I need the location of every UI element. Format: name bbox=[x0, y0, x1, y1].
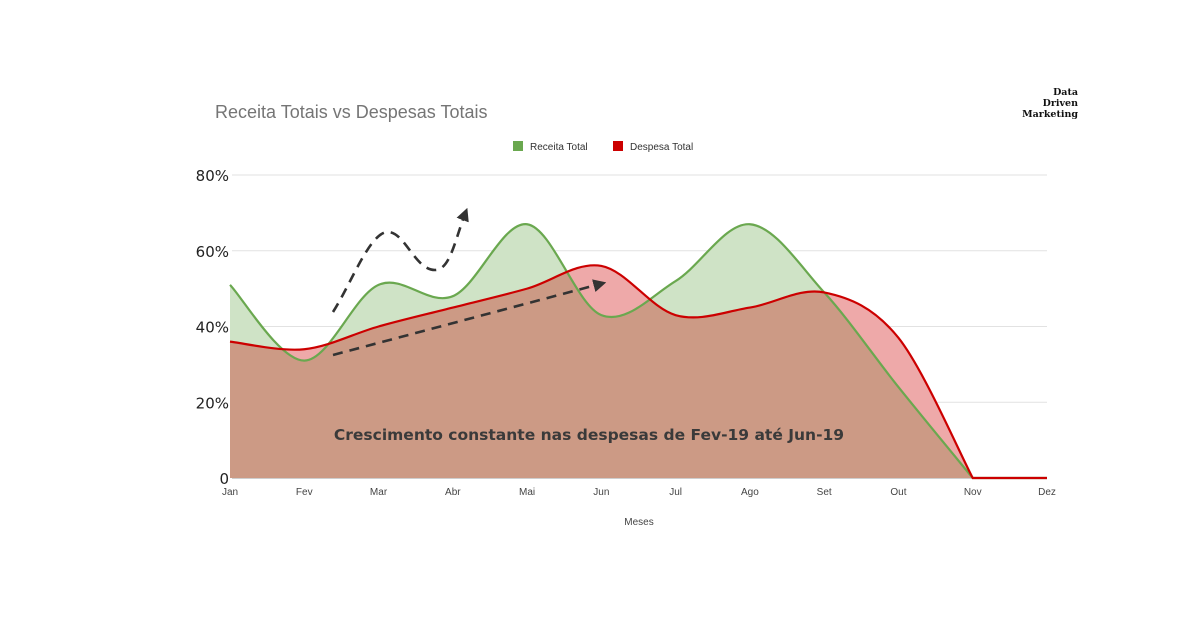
y-tick-label: 20% bbox=[196, 394, 229, 412]
despesa-line bbox=[229, 264, 1047, 480]
straight-trend-arrow bbox=[332, 279, 607, 357]
x-tick-label: Jul bbox=[669, 487, 682, 498]
y-tick-label: 60% bbox=[196, 243, 229, 261]
chart-title: Receita Totais vs Despesas Totais bbox=[215, 102, 488, 122]
x-tick-label: Set bbox=[817, 487, 832, 498]
legend-swatch bbox=[613, 141, 623, 151]
x-tick-label: Jan bbox=[222, 487, 238, 498]
y-tick-label: 0 bbox=[219, 470, 229, 488]
y-tick-label: 80% bbox=[196, 167, 229, 185]
x-tick-label: Out bbox=[890, 487, 906, 498]
x-tick-label: Mar bbox=[370, 487, 388, 498]
x-axis-title: Meses bbox=[624, 517, 653, 528]
annotation-text: Crescimento constante nas despesas de Fe… bbox=[334, 426, 844, 444]
x-tick-label: Mai bbox=[519, 487, 535, 498]
legend-item-receita: Receita Total bbox=[530, 142, 588, 153]
x-tick-label: Fev bbox=[296, 487, 313, 498]
receita-line bbox=[229, 223, 1047, 480]
legend-item-despesa: Despesa Total bbox=[630, 142, 693, 153]
brand-logo: Data Driven Marketing bbox=[1022, 87, 1078, 120]
x-tick-label: Ago bbox=[741, 487, 759, 498]
brand-line: Marketing bbox=[1022, 109, 1078, 120]
x-tick-label: Jun bbox=[593, 487, 609, 498]
brand-line: Driven bbox=[1042, 98, 1078, 109]
legend-swatch bbox=[513, 141, 523, 151]
x-tick-label: Dez bbox=[1038, 487, 1056, 498]
overlap-area bbox=[230, 265, 1047, 478]
trend-arrows bbox=[331, 207, 607, 357]
brand-line: Data bbox=[1053, 87, 1078, 98]
x-tick-label: Nov bbox=[964, 487, 982, 498]
x-tick-label: Abr bbox=[445, 487, 461, 498]
wavy-up-arrow bbox=[331, 207, 469, 313]
y-tick-label: 40% bbox=[196, 319, 229, 337]
